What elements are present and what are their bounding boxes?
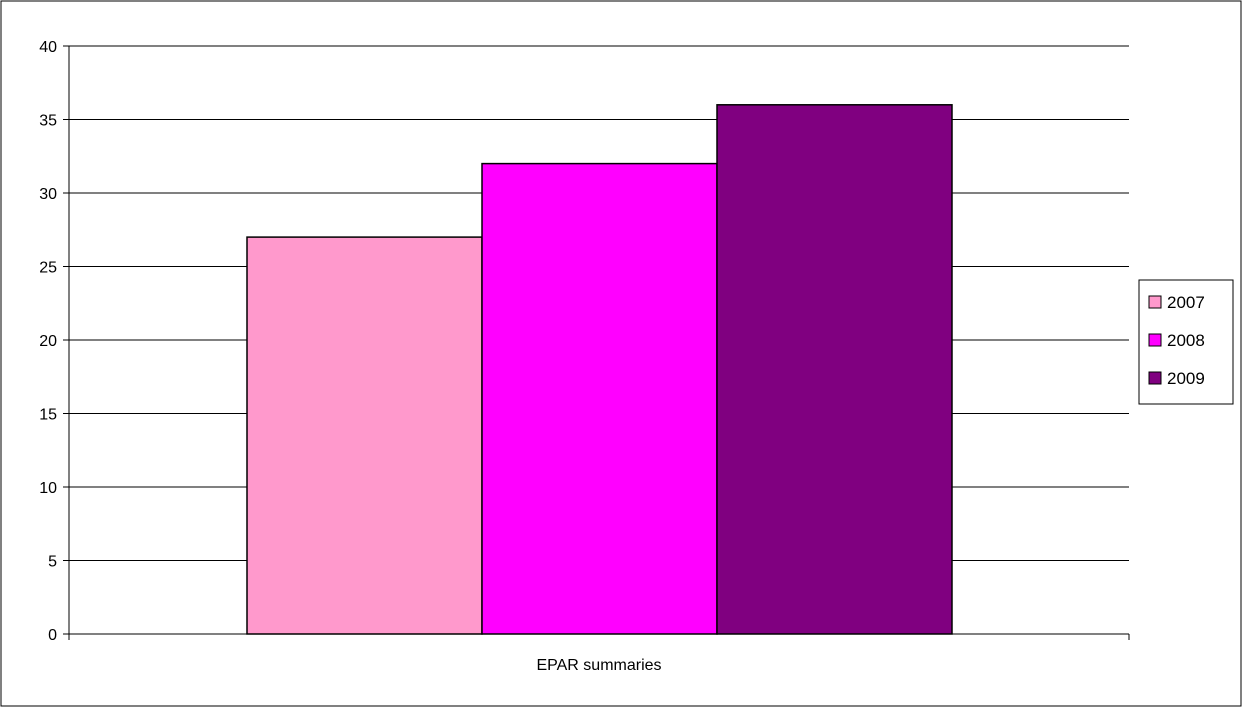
y-tick-label: 25 [39,260,57,277]
legend-swatch-2007 [1148,295,1162,309]
bars [246,104,953,635]
bar-2009 [716,104,953,635]
x-category-label: EPAR summaries [536,657,661,674]
y-tick-label: 20 [39,333,57,350]
legend-label-2008: 2008 [1167,331,1205,350]
legend-label-2007: 2007 [1167,293,1205,312]
bar-2007 [246,236,483,635]
y-tick-label: 0 [48,627,57,644]
legend-swatch-2009 [1148,371,1162,385]
legend-swatch-2008 [1148,333,1162,347]
y-tick-label: 5 [48,554,57,571]
y-tick-label: 15 [39,407,57,424]
bar-2008 [481,162,718,635]
y-tick-label: 30 [39,186,57,203]
legend-label-2009: 2009 [1167,369,1205,388]
legend: 2007 2008 2009 [1138,279,1234,405]
axes: 0 5 10 15 20 25 30 35 40 EPAR summaries [39,39,1130,674]
y-tick-label: 35 [39,113,57,130]
y-tick-label: 40 [39,39,57,56]
y-tick-label: 10 [39,480,57,497]
